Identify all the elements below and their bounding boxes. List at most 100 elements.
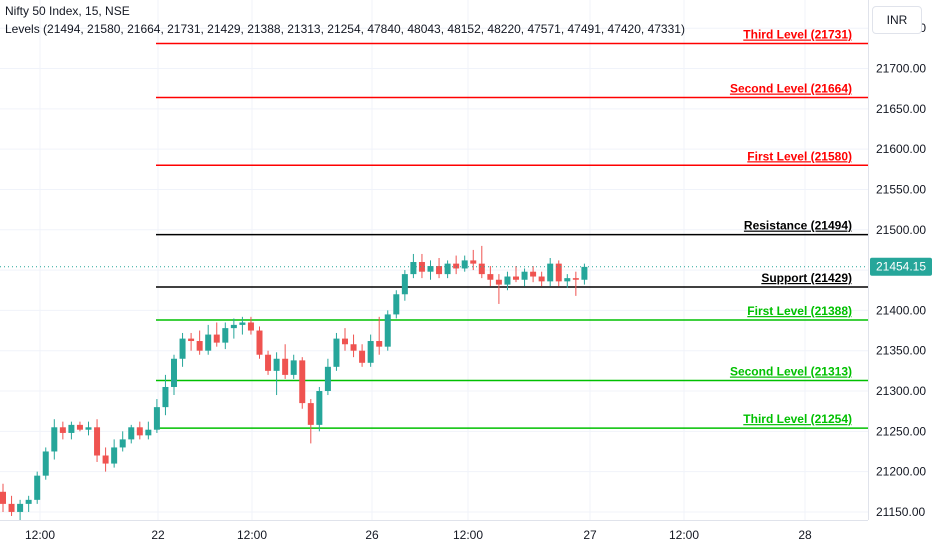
candle [34, 471, 41, 504]
candle-body [205, 334, 212, 351]
candle [307, 399, 314, 444]
candle [299, 357, 306, 409]
candle [290, 354, 297, 379]
candle-body [273, 358, 280, 371]
candle [410, 253, 417, 279]
candle-body [136, 427, 143, 436]
candle-body [478, 263, 485, 275]
candle [359, 344, 366, 367]
candle-body [367, 341, 374, 363]
candle [188, 332, 195, 351]
candle [521, 268, 528, 287]
candle [265, 350, 272, 375]
candle [196, 330, 203, 355]
candle [418, 253, 425, 279]
x-tick-label: 26 [365, 528, 379, 542]
candle [68, 421, 75, 440]
candle-body [444, 263, 451, 275]
candle [324, 358, 331, 396]
candle-body [436, 266, 443, 275]
x-tick-label: 12:00 [669, 528, 699, 542]
candle [179, 332, 186, 367]
current-price-tag: 21454.15 [870, 257, 932, 276]
candle-body [162, 386, 169, 408]
y-tick-label: 21700.00 [876, 62, 926, 76]
candle [25, 495, 32, 512]
level-label: Support (21429) [761, 271, 852, 285]
candle [572, 271, 579, 296]
candle [205, 324, 212, 355]
candle [111, 439, 118, 468]
x-tick-label: 12:00 [237, 528, 267, 542]
candle [162, 374, 169, 416]
candle [213, 322, 220, 347]
candle-body [393, 294, 400, 315]
candle-body [76, 424, 83, 430]
candle-body [282, 358, 289, 375]
candles [0, 245, 588, 520]
y-tick-label: 21350.00 [876, 344, 926, 358]
candle-body [188, 338, 195, 342]
candle-body [128, 427, 135, 440]
candle-body [333, 338, 340, 367]
candle [8, 495, 15, 516]
current-price-tag-label: 21454.15 [876, 260, 926, 274]
candle-body [316, 391, 323, 425]
candle-body [461, 260, 468, 269]
candle [461, 255, 468, 272]
candle [436, 257, 443, 279]
candle [350, 334, 357, 358]
x-tick-label: 27 [583, 528, 597, 542]
candle-body [513, 276, 519, 280]
candle [333, 332, 340, 371]
candle [555, 260, 562, 287]
candle-body [470, 260, 477, 264]
level-label: Resistance (21494) [744, 219, 852, 233]
candle [222, 322, 229, 350]
candle [495, 274, 502, 304]
candle-body [256, 330, 263, 355]
candle-body [222, 328, 229, 343]
level-label: Second Level (21313) [730, 365, 852, 379]
candle [487, 266, 494, 287]
candle-body [581, 266, 588, 280]
candle [478, 245, 485, 279]
candle-body [572, 278, 579, 280]
candle-body [8, 503, 15, 512]
candle [239, 316, 246, 335]
candle-body [547, 263, 554, 282]
candle-body [153, 407, 160, 430]
currency-selector[interactable]: INR [872, 6, 922, 34]
candle [564, 274, 571, 288]
x-tick-label: 22 [151, 528, 165, 542]
candle-body [530, 271, 537, 277]
candle [94, 419, 101, 462]
candle-body [521, 271, 528, 280]
candle-body [247, 322, 254, 331]
x-axis[interactable]: 12:00 22 12:00 26 12:00 27 12:00 28 [25, 528, 812, 542]
candle-body [307, 403, 314, 425]
candle [230, 318, 237, 339]
candle [376, 316, 383, 355]
y-tick-label: 21250.00 [876, 424, 926, 438]
candle-body [171, 358, 177, 387]
candle [530, 266, 537, 283]
level-label: Third Level (21254) [743, 412, 852, 426]
candle [171, 354, 177, 396]
indicator-legend[interactable]: Levels (21494, 21580, 21664, 21731, 2142… [5, 22, 685, 36]
candle-body [359, 350, 366, 363]
level-label: First Level (21388) [747, 304, 852, 318]
candle [136, 421, 143, 440]
candle-body [85, 427, 92, 430]
candle [547, 257, 554, 287]
candle [273, 352, 280, 396]
candle [504, 271, 511, 291]
y-tick-label: 21650.00 [876, 102, 926, 116]
candle-body [94, 427, 101, 456]
candle-body [299, 360, 306, 404]
y-tick-label: 21400.00 [876, 303, 926, 317]
candle [282, 344, 289, 379]
y-tick-label: 21200.00 [876, 465, 926, 479]
candle [444, 260, 451, 279]
